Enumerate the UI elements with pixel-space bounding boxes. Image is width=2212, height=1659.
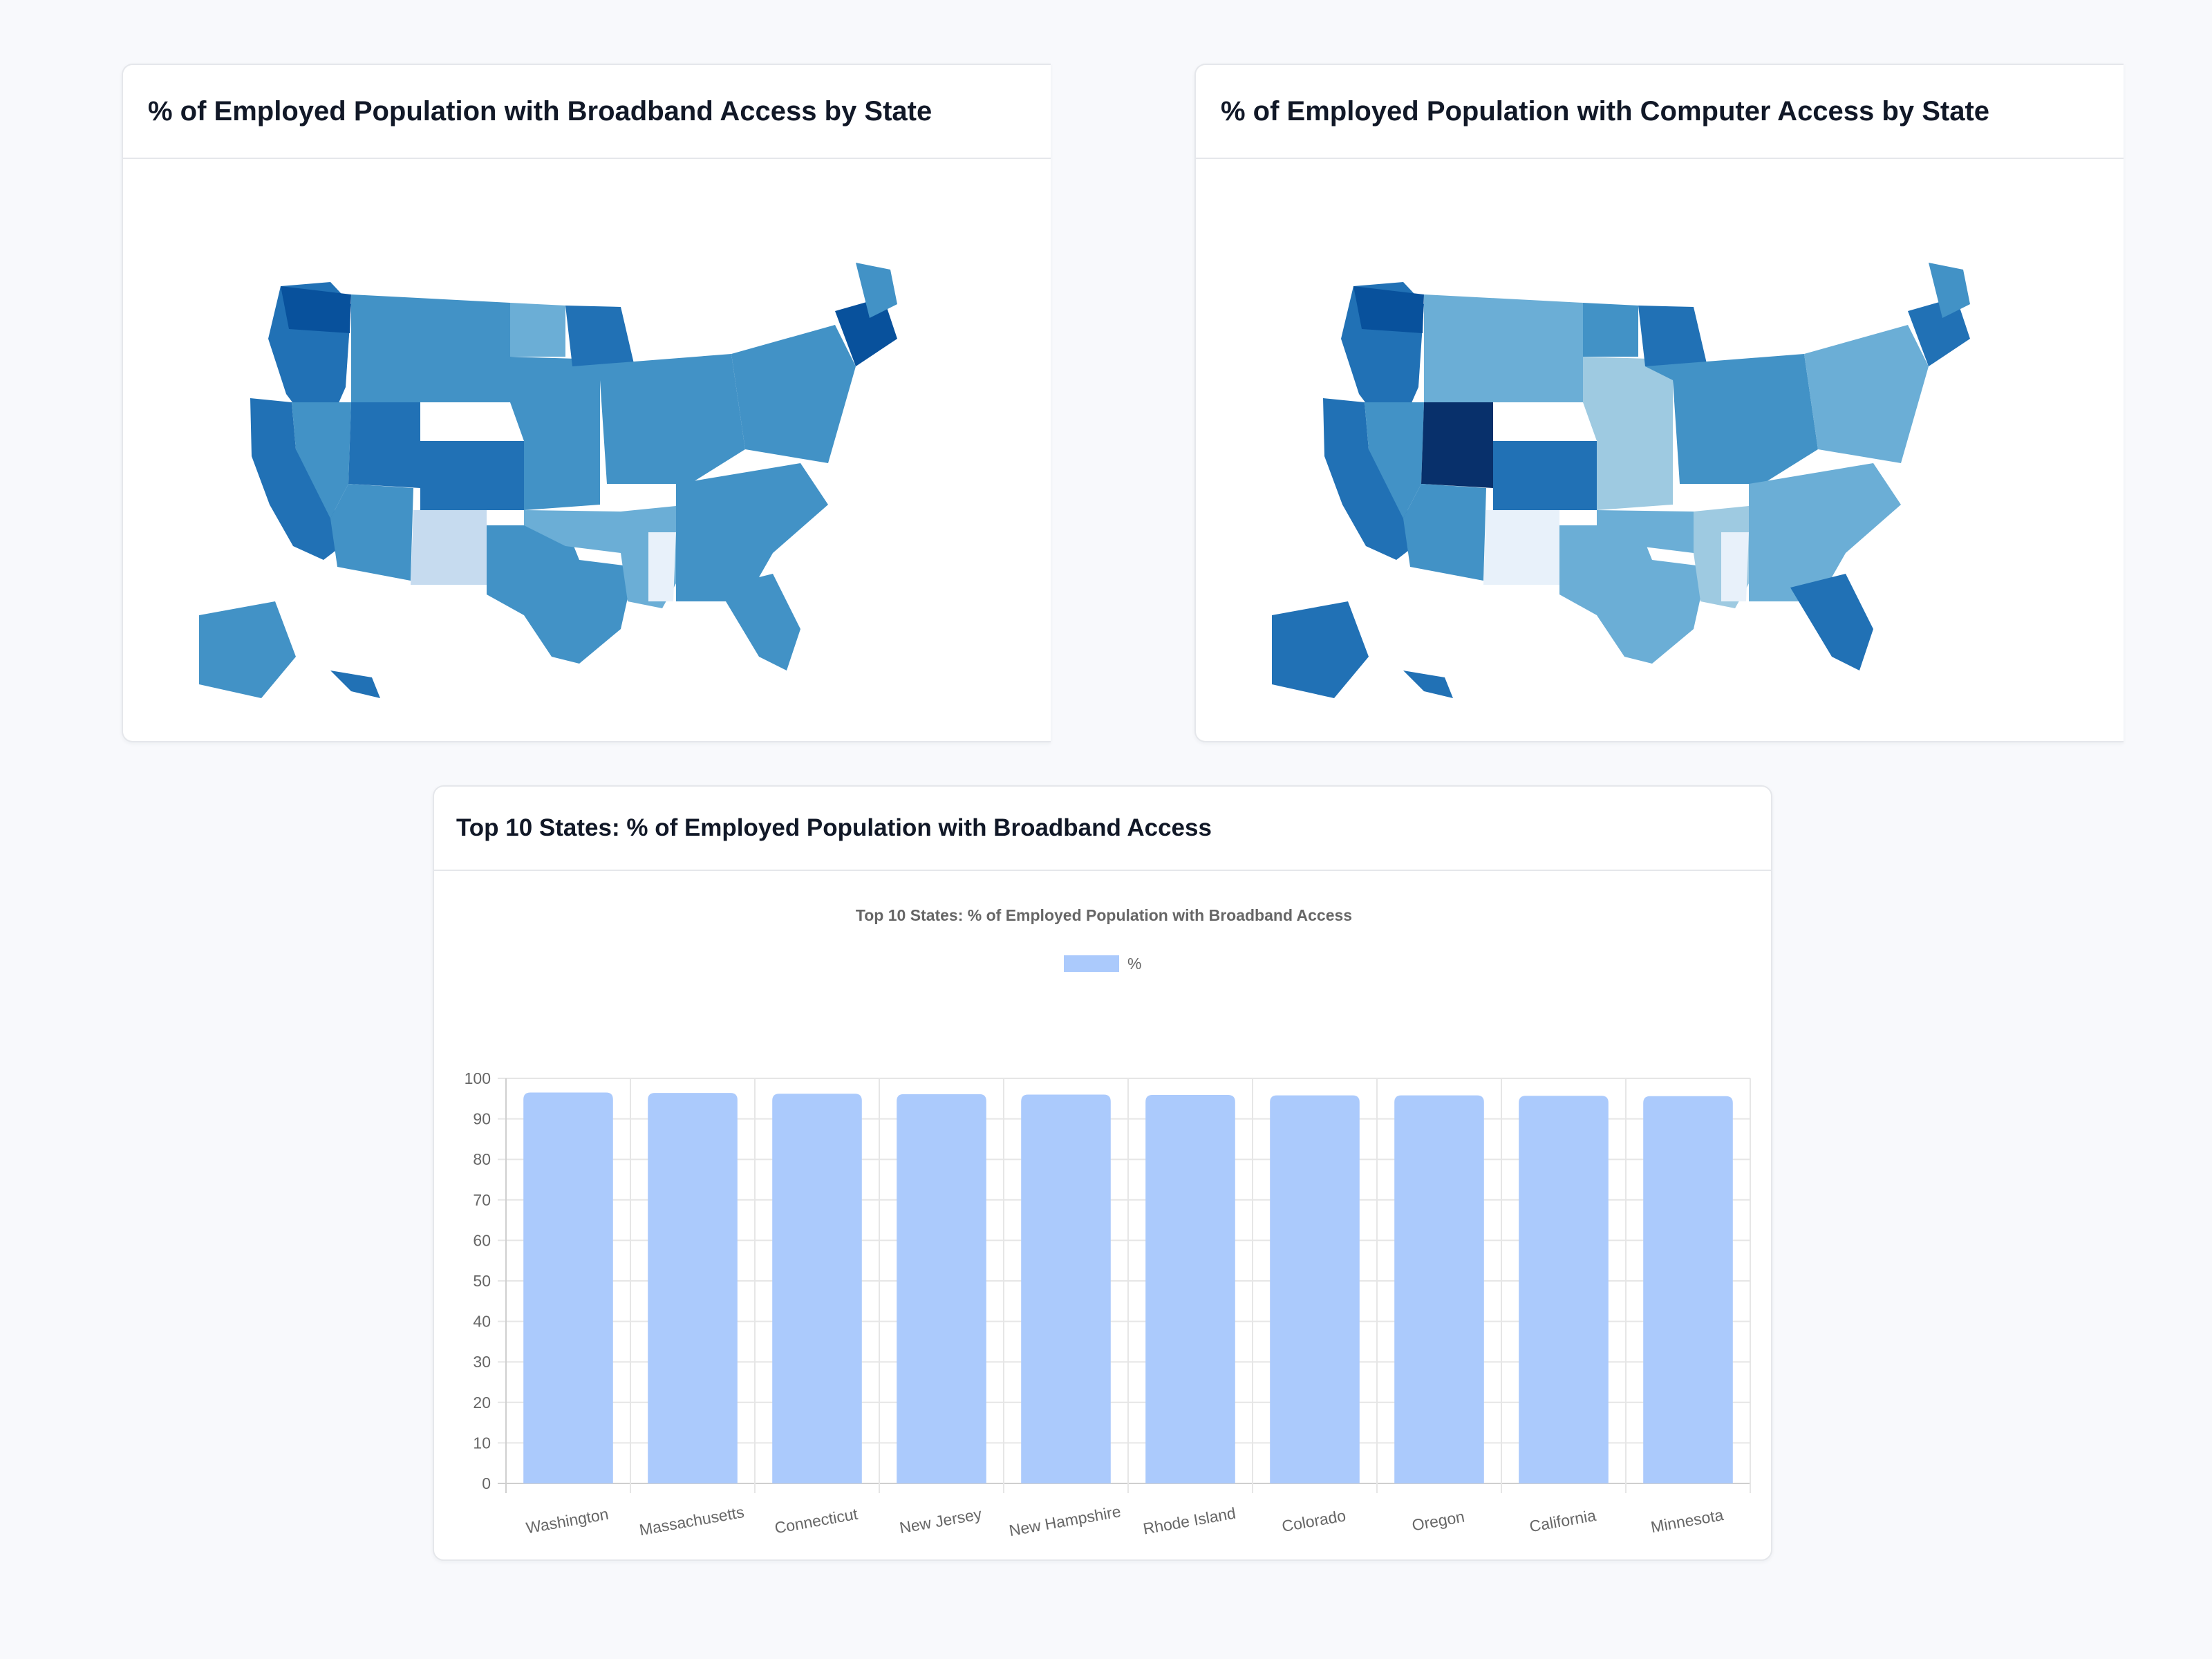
bar-oregon[interactable] [1394, 1095, 1484, 1483]
map-region-hawaii[interactable] [1403, 671, 1453, 698]
map-region-northeast[interactable] [1804, 325, 1929, 463]
map-region-texas[interactable] [487, 525, 635, 664]
map-region-nevada[interactable] [292, 402, 351, 518]
x-tick-label: California [1528, 1506, 1597, 1536]
y-tick-label: 10 [473, 1434, 491, 1452]
y-tick-label: 90 [473, 1110, 491, 1128]
y-tick-label: 100 [465, 1069, 491, 1087]
x-axis-ticks: Washington Massachusetts Connecticut New Je… [525, 1502, 1725, 1539]
map-region-utah[interactable] [348, 402, 420, 488]
x-tick-label: New Hampshire [1008, 1502, 1123, 1539]
x-tick-label: Rhode Island [1142, 1504, 1237, 1538]
bar-massachusetts[interactable] [648, 1093, 738, 1483]
map-region-colorado[interactable] [1493, 441, 1597, 510]
x-tick-label: Oregon [1411, 1508, 1466, 1535]
map-region-southeast[interactable] [1749, 463, 1901, 601]
map-region-oklahoma[interactable] [524, 510, 621, 553]
computer-choropleth-map [1272, 263, 1970, 698]
map-region-nevada[interactable] [1365, 402, 1424, 518]
x-tick-label: Colorado [1280, 1506, 1347, 1535]
x-tick-label: Massachusetts [638, 1503, 746, 1539]
y-axis-ticks: 0 10 20 30 40 50 60 70 80 90 100 [465, 1069, 491, 1492]
broadband-map-card: % of Employed Population with Broadband … [122, 64, 1051, 742]
x-tick-label: Washington [525, 1505, 610, 1537]
map-region-california[interactable] [250, 398, 344, 560]
map-region-new-england[interactable] [1908, 297, 1970, 366]
map-region-washington[interactable] [1353, 286, 1424, 333]
map-region-hawaii[interactable] [330, 671, 380, 698]
top10-chart-card: Top 10 States: % of Employed Population … [433, 785, 1772, 1561]
chart-legend[interactable]: % [1064, 955, 1141, 973]
bar-california[interactable] [1519, 1096, 1609, 1483]
map-region-mississippi[interactable] [1721, 532, 1749, 601]
map-region-north-dakota[interactable] [1583, 303, 1638, 357]
map-region-california[interactable] [1323, 398, 1417, 560]
bar-washington[interactable] [523, 1092, 613, 1483]
chart-title: Top 10 States: % of Employed Population … [856, 906, 1352, 924]
map-region-new-england[interactable] [835, 297, 897, 366]
map-region-north-dakota[interactable] [510, 303, 565, 357]
broadband-choropleth-map [199, 263, 897, 698]
y-tick-label: 20 [473, 1394, 491, 1412]
bar-colorado[interactable] [1270, 1095, 1360, 1483]
y-tick-label: 70 [473, 1191, 491, 1209]
map-region-texas[interactable] [1559, 525, 1707, 664]
bar-new-hampshire[interactable] [1021, 1094, 1111, 1483]
map-region-arizona[interactable] [1403, 484, 1486, 581]
computer-map-title: % of Employed Population with Computer A… [1221, 95, 1990, 126]
map-region-midwest[interactable] [572, 354, 745, 484]
map-region-minnesota[interactable] [1638, 306, 1707, 366]
x-tick-label: Minnesota [1649, 1506, 1725, 1536]
map-region-alaska[interactable] [1272, 601, 1369, 698]
top10-card-title: Top 10 States: % of Employed Population … [456, 814, 1212, 841]
map-region-northeast[interactable] [731, 325, 856, 463]
map-region-arizona[interactable] [330, 484, 413, 581]
computer-map-states [1272, 263, 1970, 698]
map-region-new-mexico[interactable] [411, 510, 487, 585]
bar-minnesota[interactable] [1643, 1096, 1733, 1483]
map-region-oklahoma[interactable] [1597, 510, 1694, 553]
map-region-plains[interactable] [1583, 357, 1673, 510]
map-region-mountain-north[interactable] [1424, 294, 1583, 402]
bar-connecticut[interactable] [772, 1094, 862, 1483]
computer-map-header: % of Employed Population with Computer A… [1196, 65, 2124, 159]
bar-rhode-island[interactable] [1145, 1095, 1235, 1483]
map-region-florida[interactable] [1790, 574, 1873, 671]
map-region-maine[interactable] [1929, 263, 1970, 318]
legend-swatch [1064, 955, 1119, 972]
map-region-plains[interactable] [510, 357, 600, 510]
broadband-map-title: % of Employed Population with Broadband … [148, 95, 932, 126]
map-region-southeast[interactable] [676, 463, 828, 601]
legend-label: % [1127, 955, 1141, 973]
y-tick-label: 40 [473, 1313, 491, 1331]
bar-new-jersey[interactable] [897, 1094, 986, 1483]
map-region-new-mexico[interactable] [1483, 510, 1559, 585]
x-tick-label: New Jersey [898, 1505, 983, 1537]
broadband-map-states [199, 263, 897, 698]
map-region-maine[interactable] [856, 263, 897, 318]
map-region-utah[interactable] [1421, 402, 1493, 488]
map-region-mountain-north[interactable] [351, 294, 510, 402]
computer-map-card: % of Employed Population with Computer A… [1194, 64, 2124, 742]
map-region-washington[interactable] [281, 286, 351, 333]
y-tick-label: 50 [473, 1272, 491, 1290]
top10-chart-header: Top 10 States: % of Employed Population … [434, 787, 1771, 871]
map-region-florida[interactable] [718, 574, 800, 671]
x-tick-label: Connecticut [774, 1505, 860, 1537]
map-region-midwest[interactable] [1645, 354, 1818, 484]
chart-bars [523, 1092, 1733, 1483]
top10-bar-chart: Top 10 States: % of Employed Population … [465, 906, 1751, 1539]
map-region-alaska[interactable] [199, 601, 296, 698]
map-region-mississippi[interactable] [648, 532, 676, 601]
map-region-colorado[interactable] [420, 441, 524, 510]
y-tick-label: 60 [473, 1231, 491, 1249]
y-tick-label: 80 [473, 1150, 491, 1168]
map-region-minnesota[interactable] [565, 306, 635, 366]
y-tick-label: 0 [482, 1474, 491, 1492]
broadband-map-header: % of Employed Population with Broadband … [123, 65, 1051, 159]
y-tick-label: 30 [473, 1353, 491, 1371]
